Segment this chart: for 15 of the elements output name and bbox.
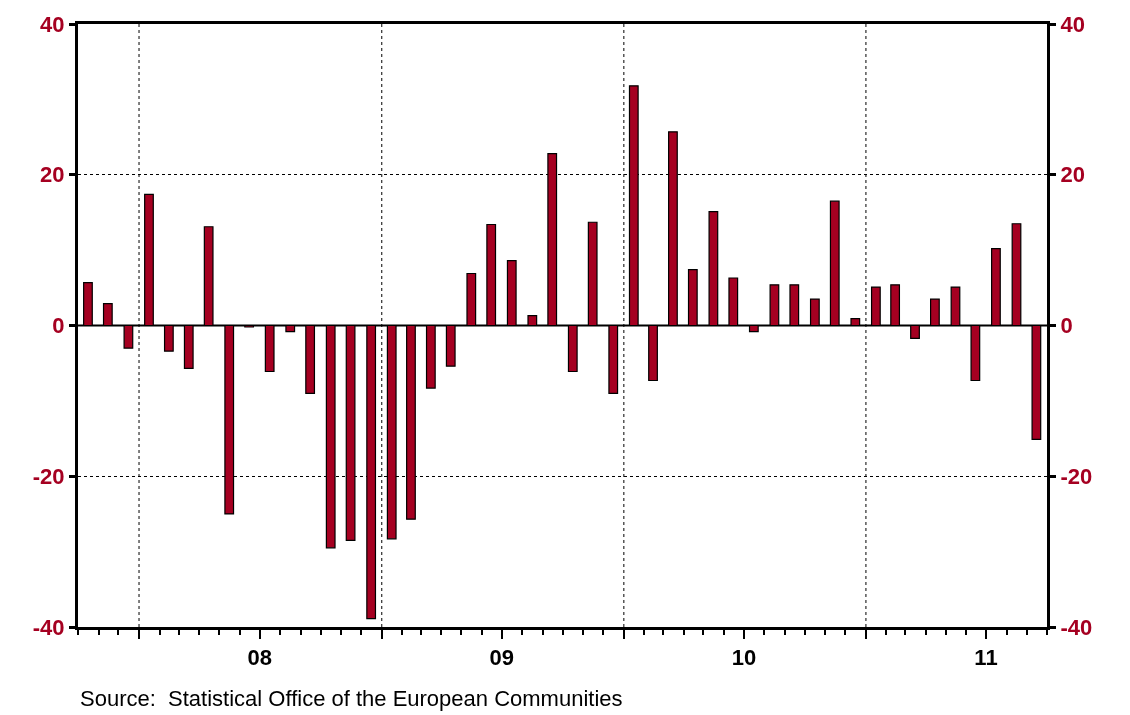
y2-tick-label: -40 [1060, 614, 1093, 640]
y2-tick-label: 20 [1060, 162, 1085, 188]
source-note: Source: Statistical Office of the European Communities [80, 686, 623, 711]
y-tick-label: 0 [52, 313, 65, 339]
x-tick-label: 10 [731, 645, 757, 671]
x-tick-label: 08 [247, 645, 272, 671]
y-tick-label: 20 [40, 162, 65, 188]
y2-tick-label: 40 [1060, 11, 1085, 37]
y-tick-label: -40 [32, 614, 65, 640]
y-tick-label: -20 [32, 463, 65, 489]
x-tick-label: 09 [489, 645, 515, 671]
y-tick-label: 40 [40, 11, 65, 37]
y2-tick-label: 0 [1060, 313, 1073, 339]
x-tick-label: 11 [974, 645, 998, 671]
y2-tick-label: -20 [1060, 463, 1093, 489]
